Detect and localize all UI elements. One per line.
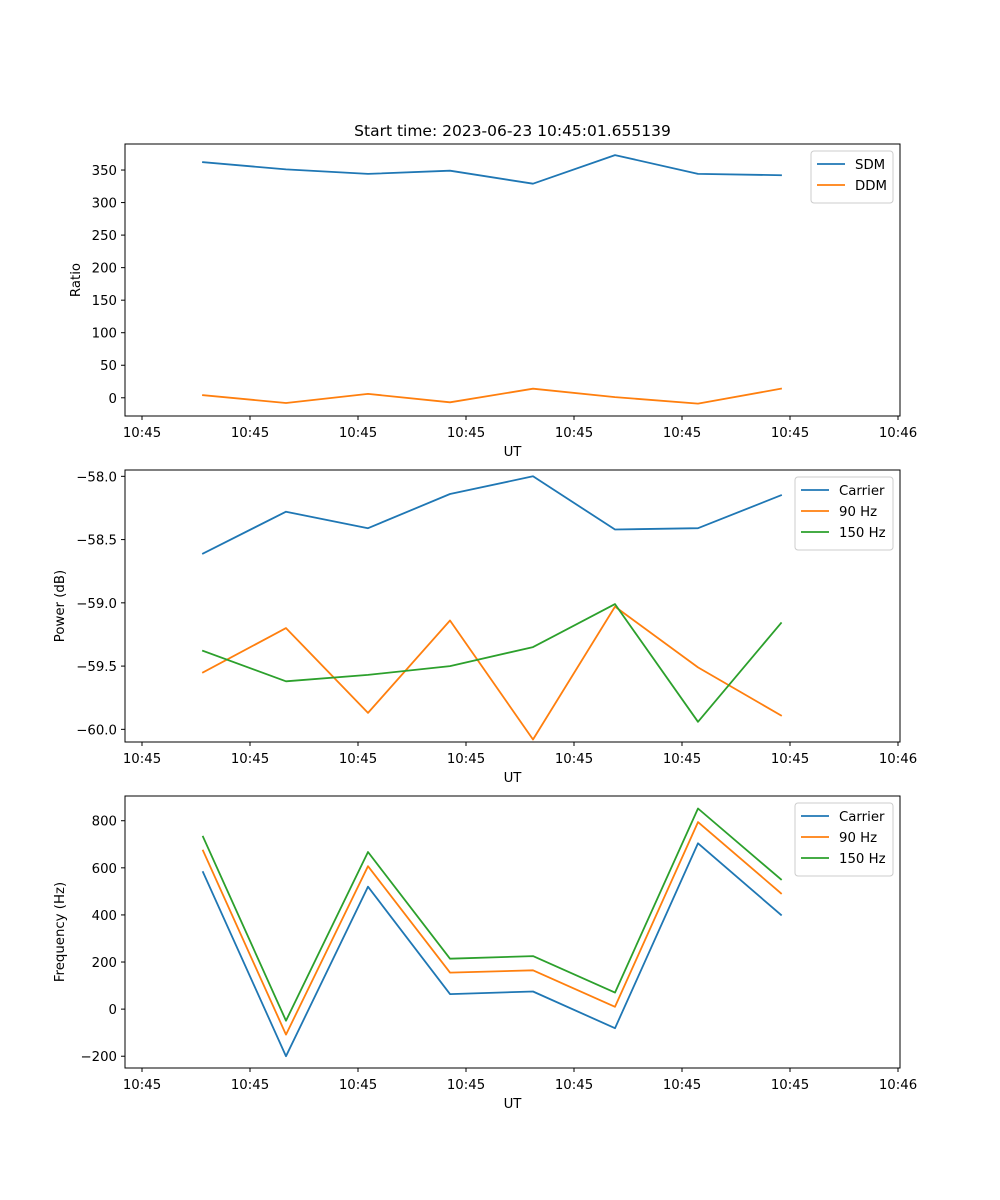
power-legend: Carrier 90 Hz 150 Hz <box>794 476 894 551</box>
ratio-x-tick-label: 10:45 <box>123 426 161 441</box>
power-panel: 10:45 10:45 10:45 10:45 10:45 10:45 10:45 10:46… <box>53 469 917 786</box>
power-x-tick-label: 10:45 <box>123 752 161 767</box>
frequency-y-tick-label: 800 <box>92 815 117 830</box>
power-legend-label-carrier: Carrier <box>839 484 885 499</box>
frequency-x-tick-label: 10:45 <box>771 1078 809 1093</box>
ratio-y-tick-label: 100 <box>92 327 117 342</box>
ratio-x-tick-label: 10:45 <box>231 426 269 441</box>
frequency-y-tick-label: 400 <box>92 909 117 924</box>
ratio-y-tick-label: 200 <box>92 262 117 277</box>
power-series-150-hz-line <box>201 603 783 723</box>
frequency-x-tick-label: 10:45 <box>447 1078 485 1093</box>
frequency-legend-label-90-hz: 90 Hz <box>839 831 877 846</box>
power-y-tick-label: −59.0 <box>76 597 117 612</box>
power-plot-frame <box>124 469 901 743</box>
ratio-x-tick-label: 10:45 <box>555 426 593 441</box>
power-x-tick-label: 10:45 <box>771 752 809 767</box>
power-x-tick-label: 10:45 <box>663 752 701 767</box>
frequency-legend-label-150-hz: 150 Hz <box>839 852 886 867</box>
power-x-tick-label: 10:45 <box>339 752 377 767</box>
ratio-panel-title: Start time: 2023-06-23 10:45:01.655139 <box>354 122 671 140</box>
power-x-tick-label: 10:46 <box>879 752 917 767</box>
ratio-y-tick-label: 300 <box>92 197 117 212</box>
ratio-legend-label-ddm: DDM <box>855 179 887 194</box>
power-x-axis-label: UT <box>504 771 523 786</box>
power-x-tick-label: 10:45 <box>447 752 485 767</box>
ratio-series-sdm-line <box>202 154 782 185</box>
frequency-x-tick-label: 10:46 <box>879 1078 917 1093</box>
frequency-legend-label-carrier: Carrier <box>839 810 885 825</box>
power-legend-label-150-hz: 150 Hz <box>839 526 886 541</box>
frequency-series-carrier-line <box>201 842 783 1058</box>
frequency-series-150-hz-line <box>201 807 783 1022</box>
ratio-legend-label-sdm: SDM <box>855 158 885 173</box>
ratio-y-tick-label: 0 <box>109 392 117 407</box>
ratio-x-tick-label: 10:45 <box>663 426 701 441</box>
frequency-x-tick-label: 10:45 <box>123 1078 161 1093</box>
ratio-legend: SDM DDM <box>810 150 894 204</box>
power-series-carrier-line <box>201 475 783 555</box>
frequency-y-tick-label: −200 <box>80 1050 117 1065</box>
power-y-tick-label: −59.5 <box>76 660 117 675</box>
ratio-panel: Start time: 2023-06-23 10:45:01.655139 1… <box>69 122 917 460</box>
power-y-axis-label: Power (dB) <box>53 570 68 642</box>
frequency-x-tick-label: 10:45 <box>663 1078 701 1093</box>
power-legend-label-90-hz: 90 Hz <box>839 505 877 520</box>
ratio-plot-frame <box>124 143 901 417</box>
ratio-x-tick-label: 10:45 <box>339 426 377 441</box>
ratio-y-tick-label: 50 <box>100 359 117 374</box>
frequency-x-tick-label: 10:45 <box>231 1078 269 1093</box>
frequency-series-90-hz-line <box>201 821 783 1036</box>
frequency-x-axis-label: UT <box>504 1097 523 1112</box>
ratio-x-tick-label: 10:45 <box>771 426 809 441</box>
ratio-y-tick-label: 150 <box>92 294 117 309</box>
ratio-y-tick-label: 350 <box>92 164 117 179</box>
power-series-90-hz-line <box>201 605 783 741</box>
power-y-tick-label: −60.0 <box>76 723 117 738</box>
ratio-x-axis-label: UT <box>504 445 523 460</box>
frequency-legend: Carrier 90 Hz 150 Hz <box>794 802 894 877</box>
ratio-x-tick-label: 10:45 <box>447 426 485 441</box>
ratio-series-ddm-line <box>202 387 783 405</box>
power-x-tick-label: 10:45 <box>555 752 593 767</box>
ratio-y-axis-label: Ratio <box>69 263 84 297</box>
frequency-x-tick-label: 10:45 <box>555 1078 593 1093</box>
frequency-x-tick-label: 10:45 <box>339 1078 377 1093</box>
ratio-y-tick-label: 250 <box>92 229 117 244</box>
frequency-plot-frame <box>124 795 901 1069</box>
power-x-tick-label: 10:45 <box>231 752 269 767</box>
frequency-y-tick-label: 600 <box>92 862 117 877</box>
power-y-tick-label: −58.5 <box>76 534 117 549</box>
frequency-panel: 10:45 10:45 10:45 10:45 10:45 10:45 10:45 10:46… <box>53 795 917 1112</box>
power-y-tick-label: −58.0 <box>76 470 117 485</box>
ratio-x-tick-label: 10:46 <box>879 426 917 441</box>
frequency-y-axis-label: Frequency (Hz) <box>53 882 68 982</box>
frequency-y-tick-label: 200 <box>92 956 117 971</box>
frequency-y-tick-label: 0 <box>109 1003 117 1018</box>
